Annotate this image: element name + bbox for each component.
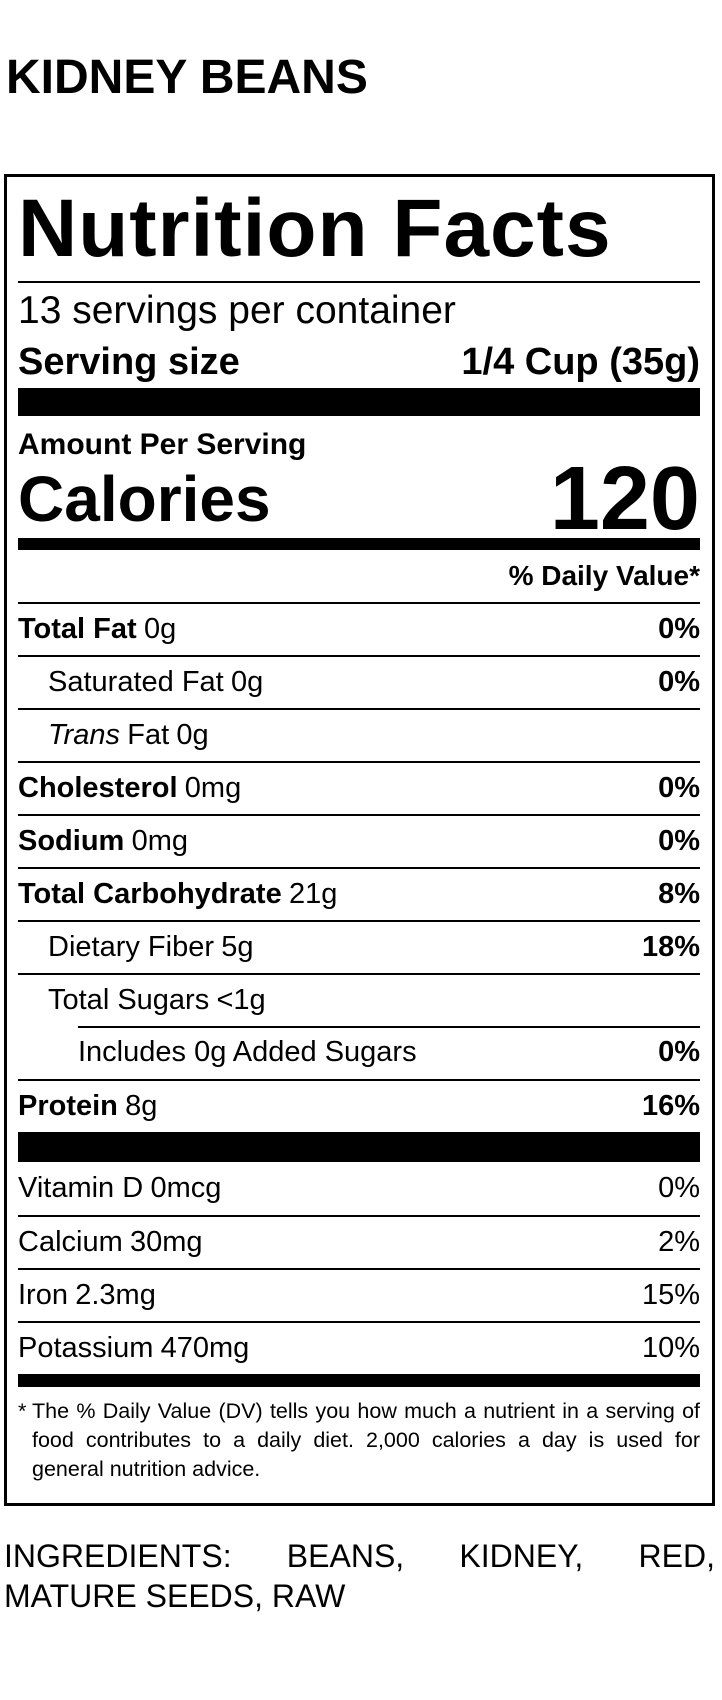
medium-rule <box>18 538 700 550</box>
nutrient-name: Fat <box>127 719 170 751</box>
vitamin-row: Potassium 470mg 10% <box>18 1321 700 1374</box>
dv-header-text: % Daily Value* <box>508 560 700 591</box>
vitamin-row: Iron 2.3mg 15% <box>18 1268 700 1321</box>
vitamin-name: Calcium <box>18 1226 123 1258</box>
nutrient-row: Dietary Fiber 5g 18% <box>18 920 700 973</box>
nutrient-name-italic: Trans <box>48 719 120 751</box>
vitamin-row: Vitamin D 0mcg 0% <box>18 1162 700 1215</box>
nutrient-amount: 8g <box>125 1090 158 1122</box>
nutrient-amount: 0g <box>230 666 264 698</box>
nutrient-name: Total Sugars <box>48 984 210 1016</box>
nutrient-row: Cholesterol 0mg 0% <box>18 761 700 814</box>
serving-size-label: Serving size <box>18 341 240 383</box>
nutrient-row: Total Sugars <1g <box>18 973 700 1026</box>
nutrient-dv: 16% <box>641 1090 700 1122</box>
calories-label: Calories <box>18 463 271 535</box>
product-title: KIDNEY BEANS <box>6 51 368 104</box>
nutrient-dv: 0% <box>658 1036 700 1068</box>
thick-rule <box>18 1132 700 1162</box>
nutrient-amount: 0g <box>176 719 209 751</box>
vitamin-dv: 10% <box>641 1332 700 1364</box>
nutrient-row: Trans Fat 0g <box>18 708 700 761</box>
nutrient-dv: 0% <box>658 613 700 645</box>
vitamin-amount: 0mcg <box>150 1172 222 1204</box>
serving-size-value: 1/4 Cup (35g) <box>461 341 700 383</box>
nutrient-dv: 0% <box>658 772 700 804</box>
thick-rule <box>18 388 700 416</box>
nutrient-row: Total Fat 0g 0% <box>18 602 700 655</box>
nutrient-name: Includes 0g Added Sugars <box>78 1036 417 1068</box>
nutrient-amount: 5g <box>221 931 254 963</box>
nutrient-name: Cholesterol <box>18 772 178 804</box>
vitamin-name: Vitamin D <box>18 1172 144 1204</box>
vitamin-amount: 30mg <box>130 1226 203 1258</box>
servings: 13 servings per container <box>18 289 456 332</box>
amount-per-serving: Amount Per Serving <box>18 416 700 460</box>
vitamin-dv: 2% <box>658 1226 700 1258</box>
nutrient-row: Protein 8g 16% <box>18 1079 700 1132</box>
nutrient-row: Saturated Fat 0g 0% <box>18 655 700 708</box>
dv-header: % Daily Value* <box>18 550 700 602</box>
serving-size-row: Serving size 1/4 Cup (35g) <box>18 338 700 388</box>
nutrient-name: Total Fat <box>18 613 137 645</box>
calories-row: Calories 120 <box>18 449 700 549</box>
medium-rule <box>18 1374 700 1387</box>
footnote-marker: * <box>18 1399 27 1423</box>
vitamin-dv: 15% <box>641 1279 700 1311</box>
nutrient-amount: 0g <box>143 613 177 645</box>
nutrient-amount: 0mg <box>131 825 189 857</box>
footnote: * The % Daily Value (DV) tells you how m… <box>18 1387 700 1484</box>
nutrient-amount: 0mg <box>184 772 242 804</box>
nutrient-row: Includes 0g Added Sugars 0% <box>18 1026 700 1079</box>
vitamin-dv: 0% <box>658 1172 700 1204</box>
nutrient-dv: 0% <box>658 825 700 857</box>
nutrient-amount: 21g <box>288 878 338 910</box>
nutrient-name: Dietary Fiber <box>48 931 214 963</box>
vitamin-name: Potassium <box>18 1332 154 1364</box>
nutrient-dv: 18% <box>641 931 700 963</box>
nutrition-label: Nutrition Facts 13 servings per containe… <box>4 174 715 1506</box>
ingredients: INGREDIENTS: BEANS, KIDNEY, RED, MATURE … <box>4 1538 715 1614</box>
nutrient-name: Saturated Fat <box>48 666 224 698</box>
nutrient-name: Total Carbohydrate <box>18 878 282 910</box>
nutrient-name: Sodium <box>18 825 125 857</box>
nutrient-dv: 0% <box>658 666 700 698</box>
amount-per-serving-text: Amount Per Serving <box>18 428 307 461</box>
nutrient-row: Sodium 0mg 0% <box>18 814 700 867</box>
calories-value: 120 <box>549 449 700 549</box>
nutrient-row: Total Carbohydrate 21g 8% <box>18 867 700 920</box>
vitamin-row: Calcium 30mg 2% <box>18 1215 700 1268</box>
vitamin-amount: 470mg <box>160 1332 250 1364</box>
vitamin-name: Iron <box>18 1279 68 1311</box>
nutrient-name: Protein <box>18 1090 118 1122</box>
footnote-text: The % Daily Value (DV) tells you how muc… <box>32 1399 700 1481</box>
nutrient-dv: 8% <box>658 878 700 910</box>
nutrient-amount: <1g <box>216 984 266 1016</box>
vitamin-amount: 2.3mg <box>75 1279 156 1311</box>
label-heading: Nutrition Facts <box>18 177 700 283</box>
